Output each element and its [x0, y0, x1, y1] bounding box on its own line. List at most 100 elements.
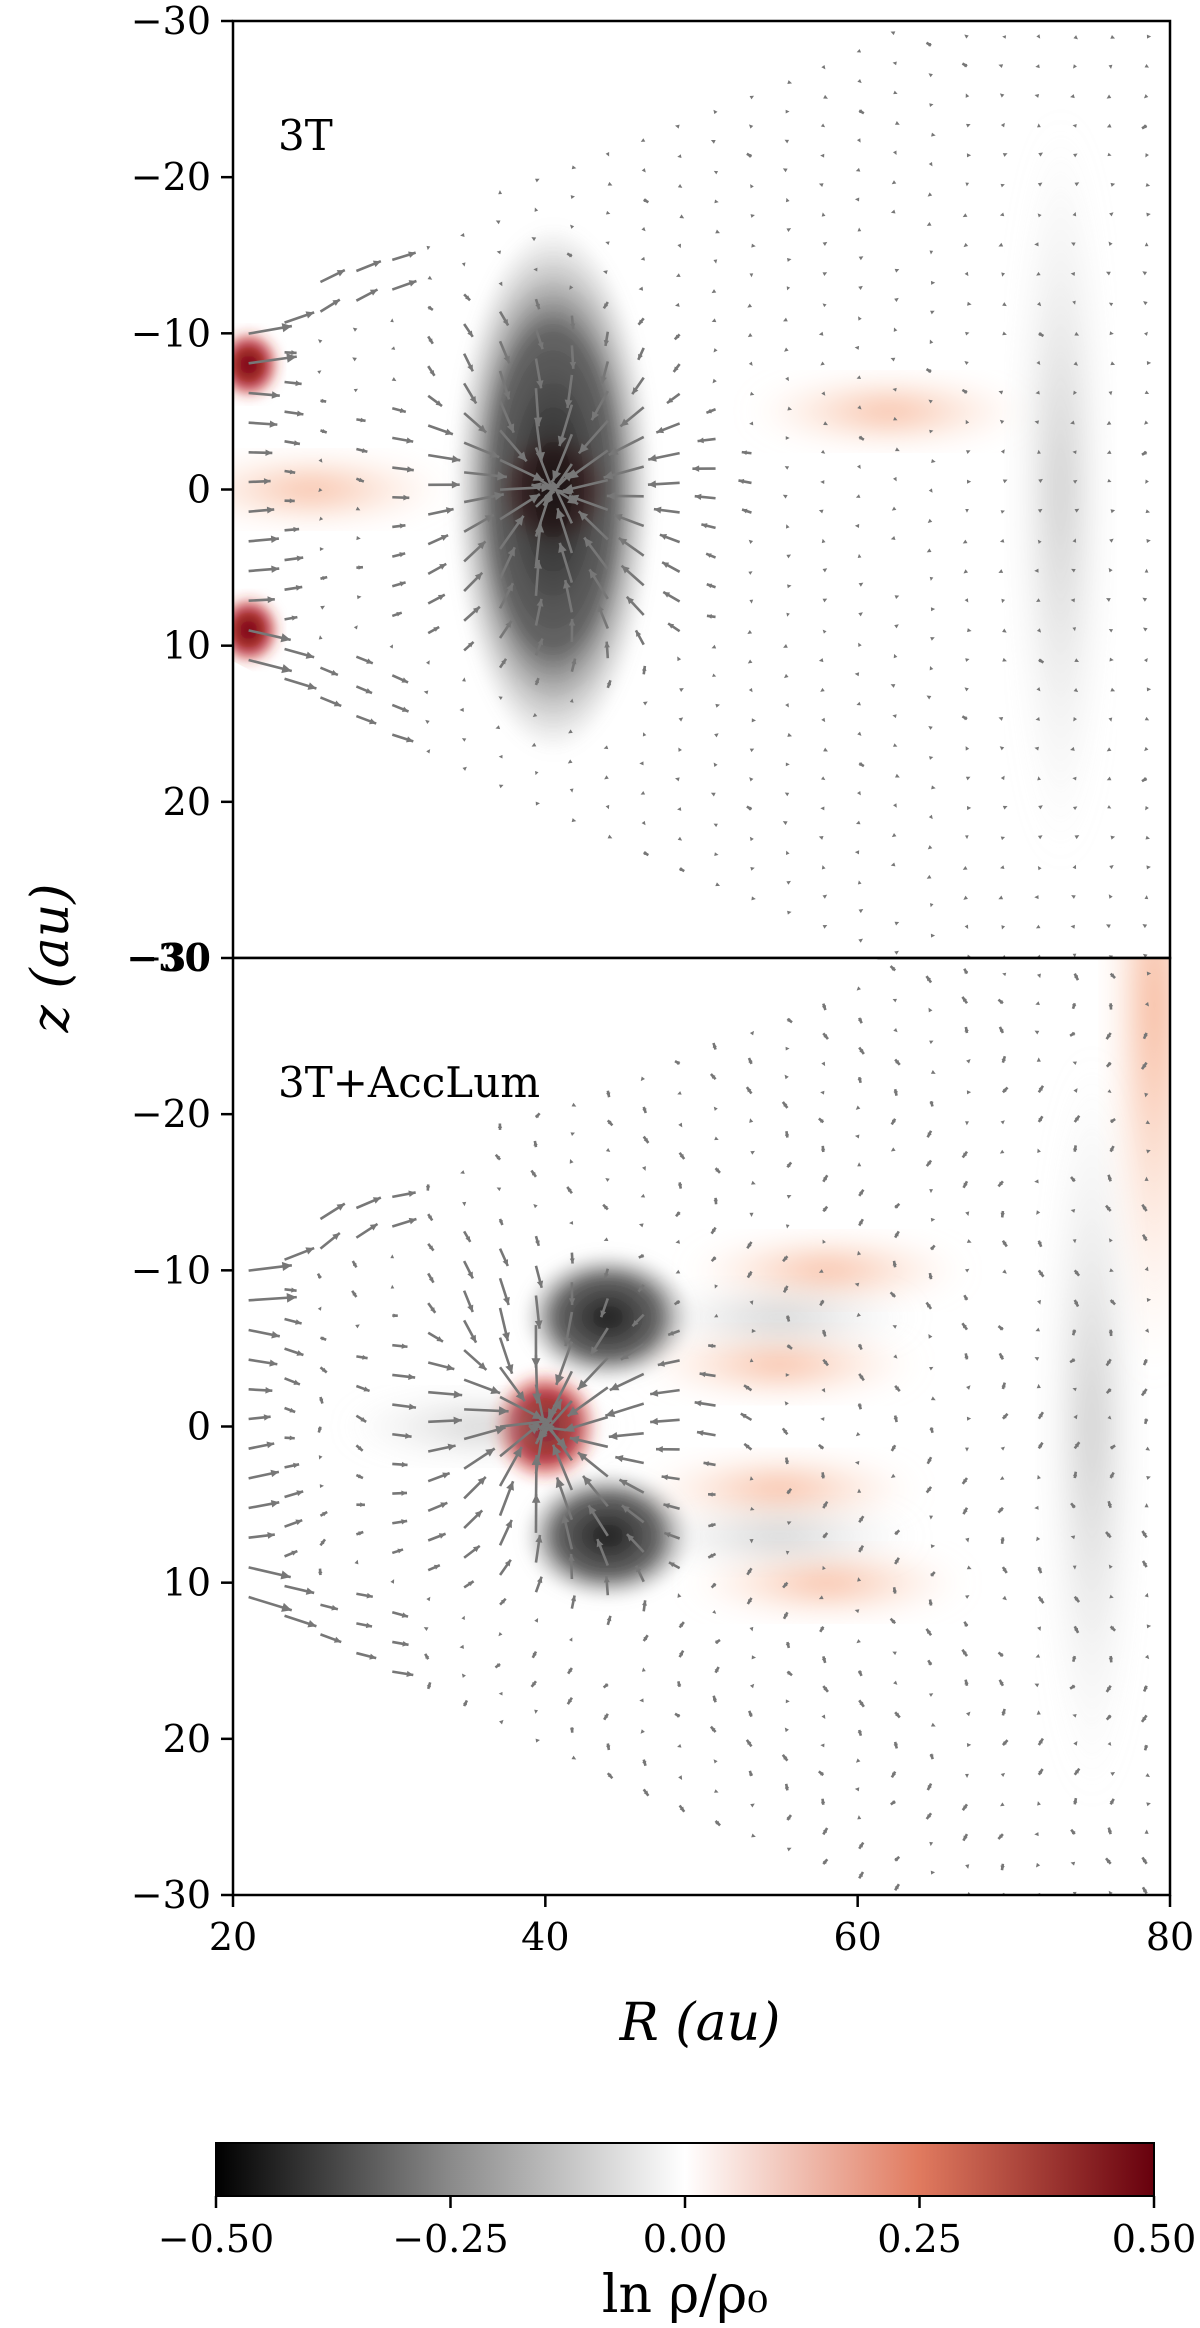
velocity-arrow-head	[453, 1416, 462, 1425]
velocity-arrow-head	[356, 536, 361, 541]
velocity-arrow-head	[787, 406, 793, 411]
velocity-arrow-head	[1000, 1120, 1005, 1125]
velocity-arrow-head	[1038, 805, 1043, 810]
velocity-arrow-head	[858, 642, 862, 648]
velocity-arrow-head	[1073, 361, 1079, 366]
velocity-arrow-head	[820, 123, 826, 128]
velocity-arrow-head	[318, 1455, 323, 1460]
velocity-arrow-head	[892, 1325, 897, 1329]
velocity-arrow-head	[966, 479, 972, 484]
velocity-arrow-head	[1141, 124, 1147, 129]
velocity-arrow-head	[822, 1859, 828, 1865]
velocity-arrow-head	[999, 93, 1005, 98]
velocity-arrow-head	[963, 1835, 968, 1841]
density-feature	[639, 1282, 921, 1352]
velocity-arrow-head	[929, 665, 934, 671]
velocity-arrow-head	[461, 262, 466, 267]
velocity-arrow-head	[1036, 1980, 1041, 1984]
velocity-arrow-head	[713, 170, 719, 175]
velocity-arrow-head	[604, 641, 610, 648]
velocity-arrow-head	[966, 1743, 972, 1748]
velocity-arrow-shaft	[1142, 2042, 1147, 2048]
velocity-arrow-head	[965, 182, 970, 187]
velocity-arrow-head	[1035, 390, 1040, 395]
velocity-arrow-head	[785, 1373, 790, 1377]
velocity-arrow-head	[858, 1219, 863, 1225]
velocity-arrow-head	[999, 746, 1005, 751]
velocity-arrow-head	[1109, 1984, 1113, 1989]
velocity-arrow-head	[929, 1754, 934, 1760]
velocity-arrow-head	[926, 369, 932, 374]
colorbar-tick-label: 0.50	[1112, 2217, 1197, 2261]
velocity-arrow-head	[710, 792, 716, 797]
velocity-arrow-head	[854, 672, 860, 677]
velocity-arrow-shaft	[1075, 1923, 1079, 1928]
velocity-arrow-head	[497, 1123, 503, 1129]
velocity-arrow-head	[607, 1773, 613, 1779]
velocity-arrow-head	[1072, 1061, 1077, 1065]
velocity-arrow-head	[641, 168, 646, 173]
velocity-arrow-head	[643, 1635, 648, 1641]
velocity-arrow-shaft	[1003, 914, 1007, 920]
velocity-arrow-head	[818, 509, 824, 514]
velocity-arrow-head	[467, 364, 473, 372]
velocity-arrow-head	[1074, 1115, 1080, 1121]
velocity-arrow-head	[1146, 971, 1152, 976]
velocity-arrows	[248, 914, 1152, 2048]
velocity-arrow-head	[1073, 975, 1078, 981]
y-tick-label: −30	[126, 935, 211, 980]
velocity-arrow-head	[818, 1444, 824, 1450]
velocity-arrow-head	[642, 1166, 646, 1171]
velocity-arrow-head	[336, 270, 345, 277]
velocity-arrow-head	[663, 1503, 670, 1509]
velocity-arrow-head	[656, 1445, 663, 1453]
velocity-arrow-head	[930, 963, 935, 967]
velocity-arrow-head	[307, 682, 317, 690]
velocity-arrow-head	[926, 695, 932, 700]
velocity-arrow-head	[750, 866, 755, 871]
velocity-arrow-head	[894, 1856, 900, 1862]
velocity-arrow-head	[1145, 1773, 1150, 1778]
velocity-arrow-head	[408, 1217, 417, 1225]
velocity-arrow-head	[429, 370, 435, 376]
velocity-arrow-head	[265, 1387, 273, 1394]
velocity-arrow-head	[998, 64, 1004, 69]
velocity-arrow-head	[1000, 1865, 1005, 1871]
velocity-arrow-head	[926, 874, 932, 879]
velocity-arrow-head	[428, 1245, 434, 1251]
velocity-arrow-head	[894, 447, 900, 452]
velocity-arrow-head	[305, 311, 315, 319]
velocity-arrow-head	[859, 109, 864, 114]
velocity-arrow-head	[1146, 360, 1152, 366]
y-tick-label: 0	[187, 1405, 211, 1449]
velocity-arrow-head	[642, 732, 647, 737]
velocity-arrow-head	[749, 1358, 754, 1363]
velocity-arrow-head	[964, 924, 969, 929]
velocity-arrow-shaft	[1107, 2042, 1111, 2046]
velocity-arrow-head	[677, 184, 683, 188]
velocity-arrow-head	[965, 1211, 970, 1217]
velocity-arrow-head	[1036, 360, 1041, 365]
velocity-arrow-head	[748, 688, 753, 693]
velocity-arrow-head	[782, 821, 788, 826]
density-feature	[639, 1501, 921, 1571]
velocity-arrow-head	[999, 1679, 1004, 1685]
velocity-arrow-head	[588, 1505, 597, 1515]
velocity-arrow-head	[1037, 1103, 1041, 1107]
velocity-arrow-shaft	[1039, 7, 1044, 10]
velocity-arrow-head	[926, 1628, 932, 1634]
velocity-arrow-head	[1070, 1031, 1075, 1036]
velocity-arrow-head	[927, 1784, 932, 1791]
velocity-arrow-head	[856, 375, 861, 379]
velocity-arrow-head	[962, 213, 968, 218]
velocity-arrow-head	[1039, 985, 1044, 989]
velocity-arrow-head	[823, 421, 828, 426]
velocity-arrow-head	[677, 836, 683, 841]
velocity-arrow-head	[531, 482, 542, 492]
velocity-arrow-head	[930, 1396, 936, 1401]
velocity-arrow-head	[474, 572, 483, 581]
velocity-arrow-head	[390, 346, 396, 350]
density-field	[233, 7, 1152, 1107]
velocity-arrow-head	[408, 1190, 416, 1197]
velocity-arrow-head	[1143, 94, 1149, 99]
